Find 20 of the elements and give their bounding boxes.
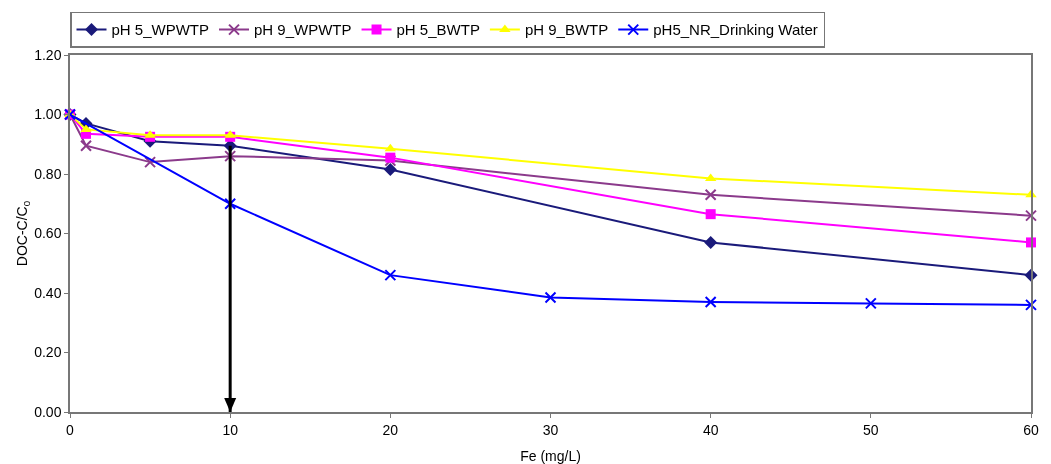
x-axis-title: Fe (mg/L) bbox=[520, 448, 581, 464]
y-tick-label: 1.00 bbox=[34, 106, 62, 123]
y-tick-label: 0.00 bbox=[34, 403, 62, 420]
legend-label: pH 5_WPWTP bbox=[111, 21, 210, 39]
x-tick-label: 0 bbox=[66, 421, 75, 438]
legend-label: pH 9_WPWTP bbox=[254, 21, 352, 39]
legend-label: pH 9_BWTP bbox=[524, 21, 609, 39]
y-tick-label: 0.20 bbox=[34, 344, 62, 361]
x-tick-label: 20 bbox=[382, 421, 399, 438]
x-tick-label: 30 bbox=[542, 421, 559, 438]
x-tick-label: 50 bbox=[863, 421, 879, 438]
legend-label: pH5_NR_Drinking Water bbox=[653, 21, 818, 39]
legend-label: pH 5_BWTP bbox=[396, 21, 480, 39]
x-tick-label: 60 bbox=[1023, 421, 1039, 438]
y-tick-label: 0.80 bbox=[34, 165, 62, 182]
y-tick-label: 0.40 bbox=[34, 284, 62, 301]
y-tick-label: 1.20 bbox=[34, 46, 62, 63]
x-tick-label: 40 bbox=[702, 421, 719, 438]
y-tick-label: 0.60 bbox=[34, 225, 62, 242]
x-tick-label: 10 bbox=[222, 421, 239, 438]
